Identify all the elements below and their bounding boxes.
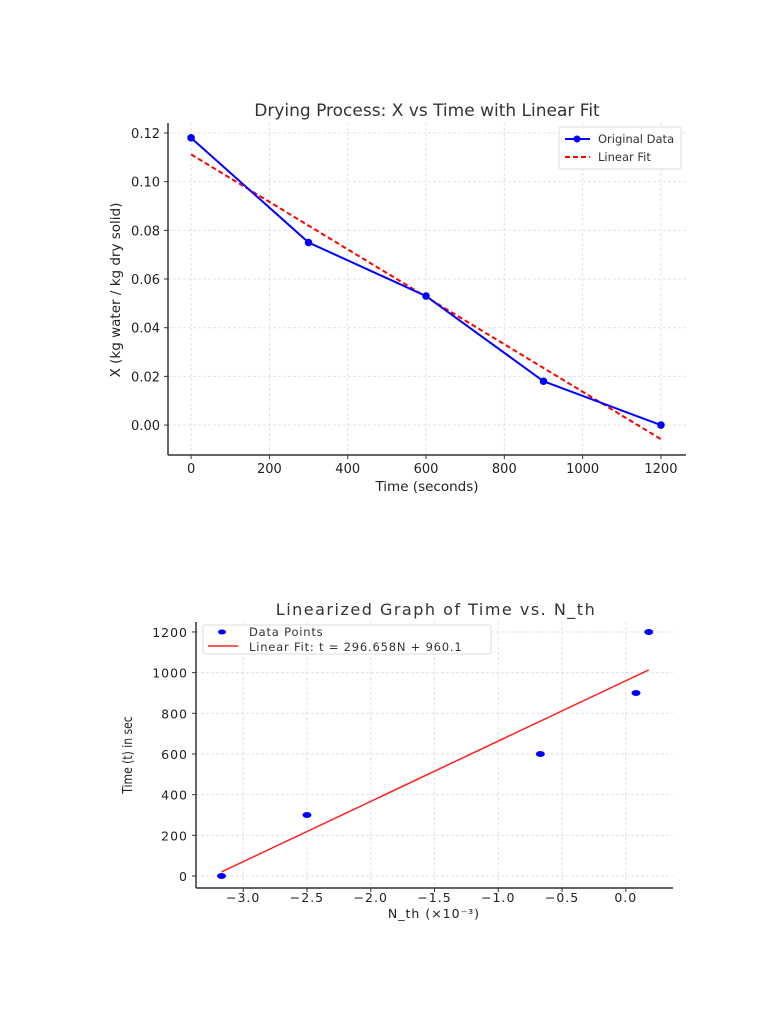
data-point bbox=[187, 134, 195, 142]
data-point bbox=[422, 292, 430, 300]
data-point bbox=[217, 873, 227, 880]
x-tick-label: 400 bbox=[335, 462, 360, 477]
x-tick-label: −1.5 bbox=[417, 890, 451, 905]
x-axis-label: N_th (×10⁻³) bbox=[388, 906, 480, 921]
chart-title: Linearized Graph of Time vs. N_th bbox=[276, 600, 596, 620]
x-tick-label: 1200 bbox=[644, 462, 677, 477]
y-tick-label: 800 bbox=[161, 706, 188, 721]
legend-marker-points bbox=[218, 629, 226, 635]
y-tick-label: 400 bbox=[161, 788, 188, 803]
y-tick-label: 0.06 bbox=[131, 273, 160, 288]
x-tick-label: 800 bbox=[492, 462, 517, 477]
legend-label-points: Data Points bbox=[249, 625, 323, 639]
data-point bbox=[302, 811, 312, 818]
x-tick-label: 0.0 bbox=[614, 890, 637, 905]
y-tick-label: 600 bbox=[161, 747, 188, 762]
x-tick-label: −1.0 bbox=[481, 890, 515, 905]
grid bbox=[168, 123, 686, 455]
grid bbox=[196, 622, 673, 888]
legend: Original Data Linear Fit bbox=[558, 126, 682, 170]
x-tick-label: 0 bbox=[187, 462, 195, 477]
chart-drying-process: Drying Process: X vs Time with Linear Fi… bbox=[108, 101, 686, 495]
chart-title: Drying Process: X vs Time with Linear Fi… bbox=[254, 101, 600, 121]
x-axis-label: Time (seconds) bbox=[374, 479, 478, 495]
x-tick-label: −2.0 bbox=[354, 890, 388, 905]
data-point bbox=[539, 377, 548, 386]
data-point bbox=[644, 628, 654, 635]
legend: Data Points Linear Fit: t = 296.658N + 9… bbox=[202, 624, 492, 655]
linear-fit-line bbox=[221, 669, 650, 873]
y-tick-label: 1000 bbox=[152, 666, 188, 681]
y-tick-label: 0.04 bbox=[131, 322, 160, 337]
data-point bbox=[535, 750, 545, 757]
y-axis-label: X (kg water / kg dry solid) bbox=[108, 203, 124, 378]
y-tick-label: 0.08 bbox=[131, 224, 160, 239]
x-tick-label: 1000 bbox=[566, 462, 599, 477]
y-tick-label: 200 bbox=[161, 828, 188, 843]
legend-label-original: Original Data bbox=[598, 132, 674, 146]
y-tick-label: 0 bbox=[179, 869, 188, 884]
x-tick-label: 600 bbox=[414, 462, 439, 477]
legend-marker-original bbox=[573, 135, 581, 143]
legend-box bbox=[558, 126, 682, 170]
y-tick-label: 0.02 bbox=[131, 370, 160, 385]
data-point bbox=[657, 421, 665, 429]
chart-linearized: Linearized Graph of Time vs. N_th N_th (… bbox=[120, 600, 673, 921]
legend-box bbox=[202, 624, 492, 655]
y-tick-label: 0.12 bbox=[131, 127, 160, 142]
x-tick-label: −2.5 bbox=[290, 890, 324, 905]
y-tick-label: 0.00 bbox=[131, 419, 160, 434]
y-tick-label: 1200 bbox=[152, 625, 188, 640]
legend-label-fit: Linear Fit: t = 296.658N + 960.1 bbox=[249, 640, 463, 654]
legend-label-fit: Linear Fit bbox=[598, 150, 651, 164]
x-tick-label: 200 bbox=[257, 462, 282, 477]
x-tick-label: −0.5 bbox=[545, 890, 579, 905]
data-point bbox=[304, 238, 313, 247]
x-tick-label: −3.0 bbox=[226, 890, 260, 905]
data-point bbox=[631, 689, 641, 696]
y-axis-label: Time (t) in sec bbox=[120, 716, 135, 794]
y-tick-label: 0.10 bbox=[131, 176, 160, 191]
